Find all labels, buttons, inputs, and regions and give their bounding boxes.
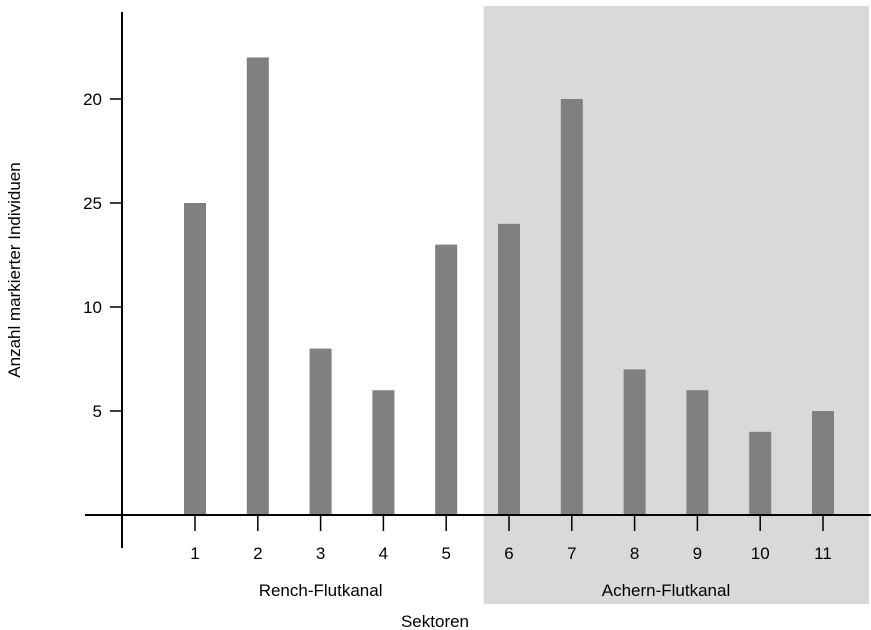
bars-layer — [184, 57, 834, 516]
x-tick-label-1: 1 — [190, 544, 199, 563]
group-label-1: Rench-Flutkanal — [259, 581, 383, 600]
bar-9 — [686, 390, 709, 515]
y-axis-title: Anzahl markierter Individuen — [5, 162, 24, 377]
bar-10 — [749, 431, 772, 515]
bar-6 — [498, 223, 520, 516]
group-shade-2 — [483, 6, 869, 604]
bar-11 — [812, 411, 834, 515]
group-shading-layer — [483, 6, 869, 604]
axes-layer — [85, 12, 871, 548]
x-tick-label-11: 11 — [814, 544, 832, 563]
y-tick-label-3: 25 — [83, 194, 102, 213]
x-tick-label-7: 7 — [567, 544, 576, 563]
x-tick-label-6: 6 — [504, 544, 513, 563]
x-tick-label-2: 2 — [253, 544, 262, 563]
x-ticks-layer: 1 2 3 4 5 6 7 8 9 10 11 — [190, 515, 832, 563]
y-tick-label-2: 10 — [83, 298, 102, 317]
x-tick-label-10: 10 — [751, 544, 770, 563]
bar-8 — [623, 369, 646, 515]
x-tick-label-3: 3 — [316, 544, 325, 563]
bar-2 — [246, 57, 269, 516]
bar-1 — [184, 203, 206, 515]
y-tick-label-1: 5 — [93, 402, 102, 421]
bar-7 — [560, 99, 583, 515]
x-tick-label-8: 8 — [630, 544, 639, 563]
x-tick-label-9: 9 — [693, 544, 702, 563]
x-tick-label-5: 5 — [441, 544, 450, 563]
y-ticks-layer: 5 10 25 20 — [83, 90, 122, 421]
group-labels-layer: Rench-Flutkanal Achern-Flutkanal — [259, 581, 731, 600]
group-label-2: Achern-Flutkanal — [602, 581, 731, 600]
x-axis-title: Sektoren — [401, 612, 469, 630]
bar-4 — [372, 390, 395, 515]
x-tick-label-4: 4 — [379, 544, 388, 563]
bar-5 — [435, 244, 458, 515]
y-tick-label-4: 20 — [83, 90, 102, 109]
bar-3 — [309, 348, 332, 515]
